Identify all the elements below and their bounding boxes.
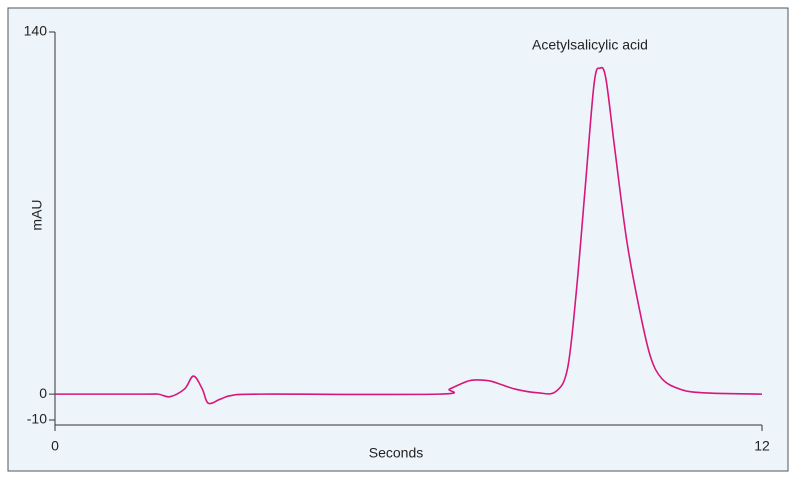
chromatogram-line: [55, 66, 763, 405]
y-tick-label: 0: [39, 385, 47, 401]
plot-background: [7, 7, 789, 472]
peak-annotation: Acetylsalicylic acid: [532, 37, 648, 53]
x-axis-label: Seconds: [369, 445, 423, 461]
y-axis-label: mAU: [29, 199, 45, 230]
y-tick-label: 140: [24, 23, 48, 39]
y-tick-label: -10: [27, 411, 47, 427]
x-tick-label: 12: [754, 438, 770, 454]
x-tick-label: 0: [51, 438, 59, 454]
